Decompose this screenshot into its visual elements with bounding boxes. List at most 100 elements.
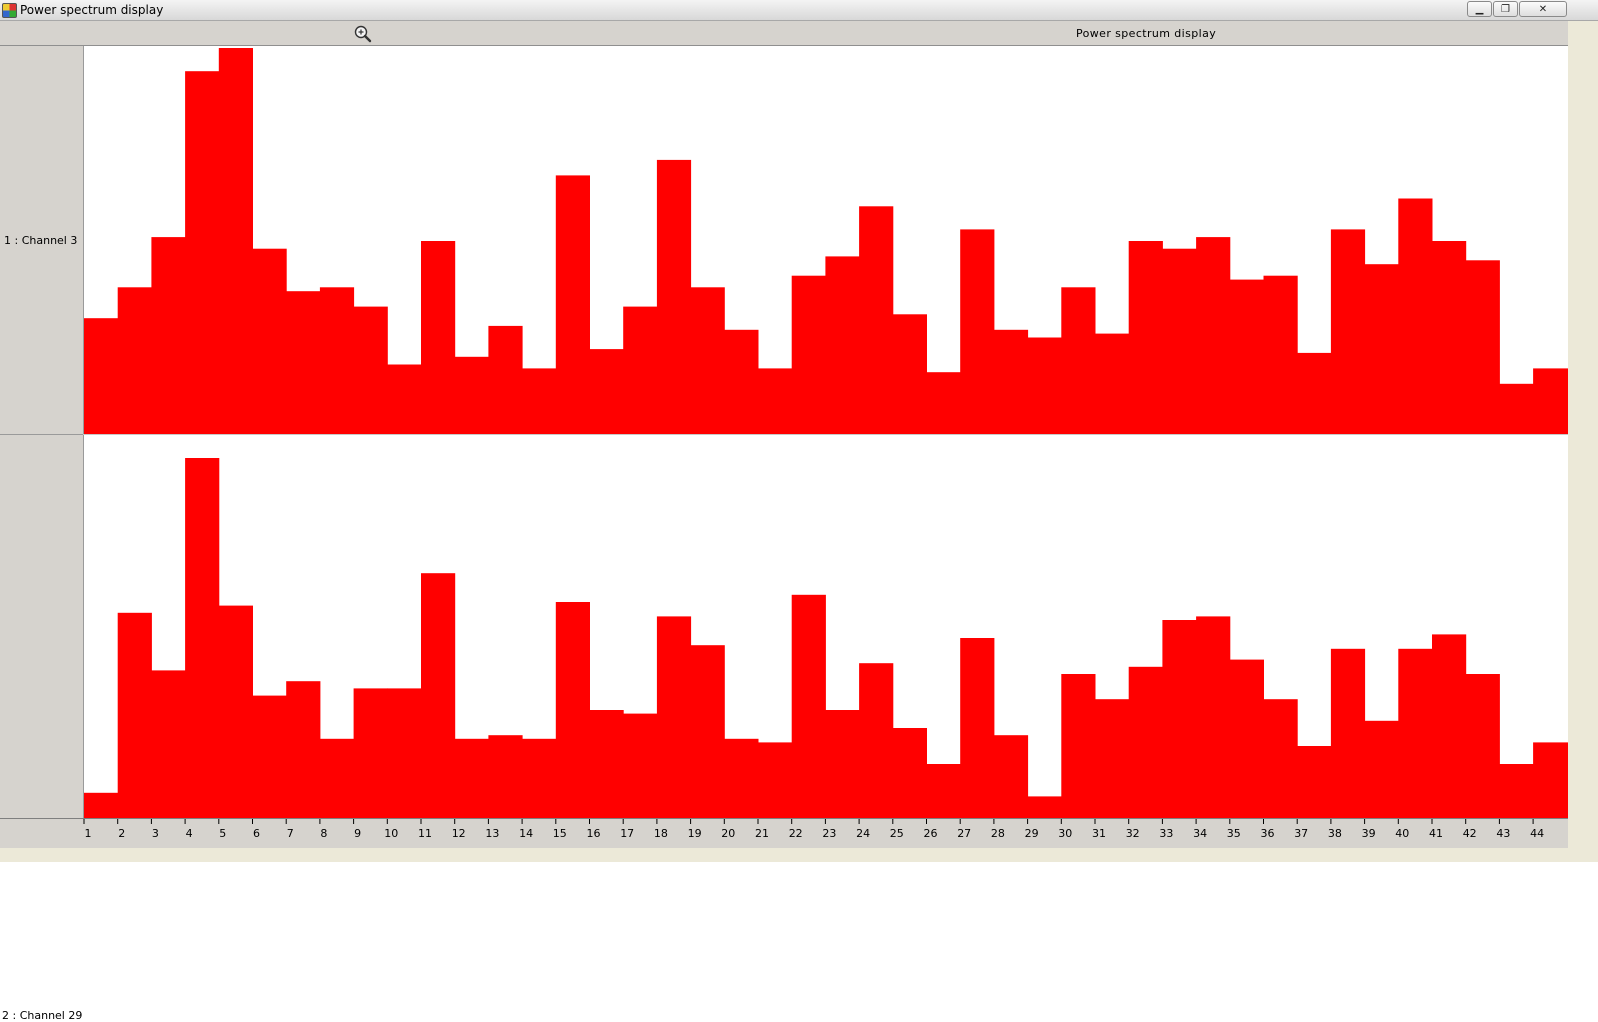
bar-channel-2-bin-43 (1499, 764, 1534, 818)
x-tick-label: 44 (1530, 827, 1544, 840)
x-tick-label: 7 (287, 827, 294, 840)
x-tick-label: 10 (384, 827, 398, 840)
bar-channel-1-bin-22 (791, 275, 826, 434)
bar-channel-2-bin-16 (589, 710, 624, 818)
x-tick-label: 22 (789, 827, 803, 840)
x-tick-label: 17 (620, 827, 634, 840)
bar-channel-2-bin-44 (1533, 742, 1568, 818)
bar-channel-1-bin-39 (1364, 264, 1399, 434)
bar-channel-1-bin-28 (993, 329, 1029, 434)
bar-channel-1-bin-26 (926, 372, 961, 434)
channel-label-1: 1 : Channel 3 (4, 234, 78, 247)
bar-channel-2-bin-12 (454, 738, 489, 818)
bar-channel-2-bin-3 (151, 670, 186, 818)
bar-channel-1-bin-18 (656, 159, 692, 434)
bar-channel-1-bin-34 (1196, 237, 1231, 434)
x-tick-label: 4 (186, 827, 193, 840)
x-tick-label: 27 (957, 827, 971, 840)
bar-channel-2-bin-36 (1263, 699, 1298, 818)
x-tick-label: 13 (485, 827, 499, 840)
bar-channel-2-bin-27 (960, 638, 995, 818)
x-tick-label: 26 (924, 827, 938, 840)
bar-channel-1-bin-2 (117, 287, 152, 434)
x-tick-label: 23 (822, 827, 836, 840)
x-tick-label: 1 (85, 827, 92, 840)
bar-channel-1-bin-6 (252, 248, 287, 434)
bar-channel-1-bin-14 (522, 368, 557, 434)
bar-channel-1-bin-7 (286, 291, 321, 434)
minimize-button[interactable]: ▁ (1467, 1, 1492, 17)
bar-channel-2-bin-28 (993, 735, 1029, 818)
x-tick-label: 29 (1025, 827, 1039, 840)
bar-channel-2-bin-19 (690, 645, 725, 818)
bar-channel-1-bin-12 (454, 356, 489, 434)
x-tick-label: 9 (354, 827, 361, 840)
x-axis-ticks: 1 2 3 4 5 6 7 8 9 10 11 12 13 14 15 16 17 18 19 20 21 22 23 24 2… (83, 819, 1544, 840)
bar-channel-1-bin-13 (488, 325, 523, 434)
x-tick-label: 6 (253, 827, 260, 840)
bar-channel-1-bin-9 (353, 306, 388, 434)
bar-channel-2-bin-4 (185, 458, 220, 818)
bar-channel-2-bin-2 (117, 612, 152, 818)
bar-channel-2-bin-21 (758, 742, 793, 818)
x-tick-label: 3 (152, 827, 159, 840)
x-tick-label: 20 (721, 827, 735, 840)
x-tick-label: 18 (654, 827, 668, 840)
x-tick-label: 35 (1227, 827, 1241, 840)
bar-channel-1-bin-42 (1465, 260, 1500, 434)
bar-channel-2-bin-31 (1095, 699, 1130, 818)
x-tick-label: 39 (1362, 827, 1376, 840)
x-tick-label: 28 (991, 827, 1005, 840)
x-tick-label: 31 (1092, 827, 1106, 840)
panel-title: Power spectrum display (1076, 27, 1217, 40)
bar-channel-2-bin-30 (1061, 674, 1096, 818)
x-tick-label: 34 (1193, 827, 1207, 840)
bar-channel-1-bin-37 (1297, 352, 1332, 434)
x-axis: 1 2 3 4 5 6 7 8 9 10 11 12 13 14 15 16 17 18 19 20 21 22 23 24 2… (0, 818, 1598, 848)
x-tick-label: 15 (553, 827, 567, 840)
close-button[interactable]: ✕ (1519, 1, 1567, 17)
x-tick-label: 32 (1126, 827, 1140, 840)
bar-channel-2-bin-14 (522, 738, 557, 818)
bar-channel-1-bin-36 (1263, 275, 1298, 434)
bar-channel-1-bin-44 (1533, 368, 1568, 434)
bar-channel-2-bin-6 (252, 695, 287, 818)
x-tick-label: 36 (1261, 827, 1275, 840)
plot-area: 1 : Channel 3 2 : Channel 29 (0, 46, 1598, 1022)
bar-channel-2-bin-35 (1229, 659, 1264, 818)
bar-channel-1-bin-24 (859, 206, 894, 434)
bar-channel-2-bin-29 (1027, 796, 1062, 818)
bar-channel-1-bin-5 (218, 48, 253, 434)
bar-channel-2-bin-18 (656, 616, 692, 818)
bar-channel-1-bin-16 (589, 349, 624, 434)
bar-channel-1-bin-23 (825, 256, 860, 434)
x-tick-label: 19 (688, 827, 702, 840)
x-tick-label: 14 (519, 827, 533, 840)
bar-channel-2-bin-38 (1330, 648, 1366, 818)
bar-channel-2-bin-9 (353, 688, 388, 818)
bar-channel-1-bin-38 (1330, 229, 1366, 434)
bar-channel-2-bin-1 (84, 792, 119, 818)
x-tick-label: 30 (1058, 827, 1072, 840)
x-tick-label: 24 (856, 827, 870, 840)
bar-channel-1-bin-41 (1432, 241, 1467, 434)
bar-channel-1-bin-19 (690, 287, 725, 434)
maximize-button[interactable]: ❐ (1493, 1, 1518, 17)
x-tick-label: 25 (890, 827, 904, 840)
bar-channel-1-bin-4 (185, 71, 220, 434)
bar-channel-2-bin-13 (488, 735, 523, 818)
channel-label-column: 1 : Channel 3 (0, 46, 84, 435)
zoom-magnifier-icon[interactable] (354, 25, 372, 43)
title-bar: Power spectrum display ▁ ❐ ✕ (0, 0, 1598, 21)
bar-channel-1-bin-11 (421, 241, 456, 434)
app-icon (2, 3, 17, 18)
toolbar: Power spectrum display (0, 21, 1598, 46)
x-tick-label: 42 (1463, 827, 1477, 840)
bar-channel-1-bin-43 (1499, 383, 1534, 434)
x-tick-label: 11 (418, 827, 432, 840)
bar-channel-1-bin-31 (1095, 333, 1130, 434)
bottom-strip (0, 848, 1598, 862)
bar-channel-1-bin-29 (1027, 337, 1062, 434)
bar-channel-1-bin-33 (1162, 248, 1197, 434)
bar-channel-2-bin-41 (1432, 634, 1467, 818)
